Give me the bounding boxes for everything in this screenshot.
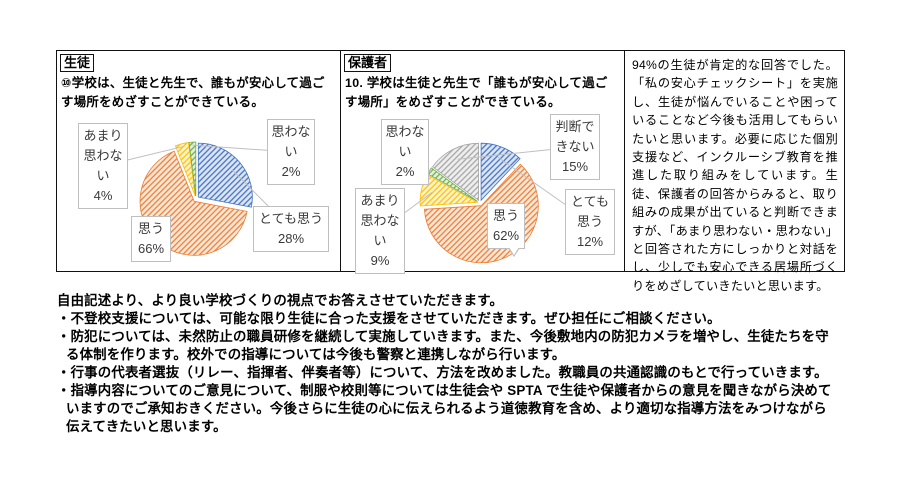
pie-callout-percent: 9%	[370, 253, 390, 268]
pie-callout-percent: 15%	[561, 159, 589, 174]
free-text-line: ・指導内容についてのご意見について、制服や校則等については生徒会や SPTA で…	[57, 383, 832, 398]
pie-callout-percent: 2%	[395, 164, 415, 179]
free-text-line: ・不登校支援については、可能な限り生徒に合った支援をさせていただきます。ぜひ担任…	[57, 311, 721, 326]
free-text-line: る体制を作ります。校外での指導については今後も警察と連携しながら行います。	[66, 347, 566, 362]
students-group-label: 生徒	[60, 54, 95, 72]
pie-slice	[174, 142, 196, 197]
pie-callout-percent: 12%	[576, 234, 604, 249]
students-question: ⑩学校は、生徒と先生で、誰もが安心して過ごす場所をめざすことができている。	[61, 76, 325, 109]
parents-group-label: 保護者	[344, 54, 392, 72]
pie-callout-label: あまり思わない 4%	[78, 123, 128, 209]
pie-callout-label: 思う 66%	[131, 216, 171, 262]
pie-slice	[431, 142, 479, 202]
pie-callout-category: あまり思わない	[360, 193, 400, 248]
pie-callout-percent: 66%	[137, 241, 165, 256]
callout-leader-line	[497, 156, 566, 205]
students-panel: 生徒 ⑩学校は、生徒と先生で、誰もが安心して過ごす場所をめざすことができている。…	[56, 50, 341, 272]
pie-slice	[188, 141, 197, 197]
pie-slice	[480, 142, 521, 202]
comment-panel: 94%の生徒が肯定的な回答でした。「私の安心チェックシート」を実施し、生徒が悩ん…	[625, 50, 845, 293]
pie-callout-label: 思う 62%	[487, 203, 525, 257]
pie-callout-label: あまり思わない 9%	[355, 188, 405, 274]
pie-callout-percent: 28%	[277, 231, 305, 246]
pie-callout-percent: 2%	[281, 164, 301, 179]
callout-leader-line	[127, 146, 183, 161]
free-text-line: ・行事の代表者選抜（リレー、指揮者、伴奏者等）について、方法を改めました。教職員…	[57, 365, 828, 380]
pie-callout-category: とても思う	[259, 211, 323, 226]
comment-text: 94%の生徒が肯定的な回答でした。「私の安心チェックシート」を実施し、生徒が悩ん…	[632, 58, 838, 293]
parents-question: 10. 学校は生徒と先生で「誰もが安心して過ごす場所」をめざすことができている。	[345, 76, 608, 109]
free-text-line: いますのでご承知おきください。今後さらに生徒の心に伝えられるよう道徳教育を含め、…	[66, 401, 827, 416]
callout-leader-line	[428, 169, 433, 173]
pie-callout-label: 思わない 2%	[267, 119, 315, 185]
callout-leader-line	[231, 169, 269, 207]
parents-pie-chart: とても思う 12% 思う 62% あまり思わない 9% 思わない 2% 判断できない 15%	[341, 113, 624, 274]
pie-callout-category: とても思う	[571, 194, 609, 229]
students-pie-chart: とても思う 28% 思う 66% あまり思わない 4% 思わない 2%	[57, 113, 340, 271]
pie-callout-category: 思わない	[271, 124, 311, 159]
pie-callout-label: 思わない 2%	[381, 119, 429, 185]
pie-callout-label: 判断できない 15%	[550, 114, 600, 180]
pie-callout-label: とても思う 12%	[565, 189, 615, 255]
callout-leader-line	[457, 149, 551, 160]
pie-callout-category: あまり思わない	[83, 128, 123, 183]
pie-callout-percent: 62%	[492, 228, 520, 243]
free-text-section: 自由記述より、より良い学校づくりの視点でお答えさせていただきます。 ・不登校支援…	[57, 292, 877, 436]
free-text-line: ・防犯については、未然防止の職員研修を継続して実施していきます。また、今後敷地内…	[57, 329, 829, 344]
pie-callout-label: とても思う 28%	[253, 206, 329, 252]
free-text-line: 自由記述より、より良い学校づくりの視点でお答えさせていただきます。	[57, 293, 504, 308]
pie-callout-category: 思う	[137, 221, 164, 236]
pie-callout-category: 思う	[492, 208, 519, 223]
parents-panel: 保護者 10. 学校は生徒と先生で「誰もが安心して過ごす場所」をめざすことができ…	[341, 50, 625, 274]
callout-leader-line	[404, 191, 433, 213]
pie-callout-category: 思わない	[385, 124, 425, 159]
callout-leader-line	[192, 144, 268, 151]
free-text-line: 伝えてきたいと思います。	[66, 419, 227, 434]
pie-slice	[197, 142, 253, 208]
pie-callout-percent: 4%	[93, 188, 113, 203]
pie-callout-category: 判断できない	[555, 119, 595, 154]
